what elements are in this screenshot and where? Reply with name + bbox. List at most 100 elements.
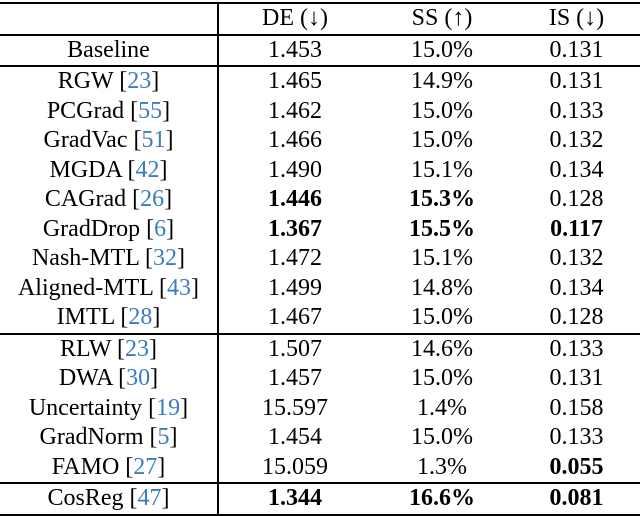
header-empty-cell <box>0 3 219 36</box>
is-value-cell: 0.132 <box>549 245 604 271</box>
method-label: Nash-MTL <box>31 245 140 271</box>
citation-link[interactable]: 23 <box>127 68 152 94</box>
table-row: GradNorm [5] 1.454 15.0% 0.133 <box>0 423 640 453</box>
de-value-cell: 1.490 <box>268 156 322 183</box>
citation-open-bracket: [ <box>153 274 168 301</box>
ss-value-cell: 15.0% <box>411 365 473 391</box>
is-value-cell: 0.133 <box>549 335 604 362</box>
ss-value-cell: 15.0% <box>411 127 473 153</box>
table-row: GradVac [51] 1.466 15.0% 0.132 <box>0 126 640 156</box>
citation-link[interactable]: 30 <box>126 365 151 391</box>
citation-open-bracket: [ <box>113 68 128 94</box>
citation-close-bracket: ] <box>165 127 174 153</box>
citation-close-bracket: ] <box>177 245 186 271</box>
de-value-cell: 1.472 <box>268 245 322 271</box>
citation-link[interactable]: 32 <box>153 245 178 271</box>
citation-link[interactable]: 19 <box>156 394 181 421</box>
method-label: CAGrad <box>44 186 127 212</box>
ss-value-cell: 15.0% <box>411 424 473 450</box>
citation-close-bracket: ] <box>180 394 189 421</box>
citation-link[interactable]: 55 <box>138 97 163 124</box>
is-value-cell: 0.134 <box>549 156 604 183</box>
citation-link[interactable]: 5 <box>157 424 170 450</box>
method-label: Uncertainty <box>28 394 143 421</box>
citation-link[interactable]: 42 <box>135 156 160 183</box>
method-label: IMTL <box>56 304 115 330</box>
citation-open-bracket: [ <box>139 245 154 271</box>
method-cell: GradVac [51] <box>0 126 219 156</box>
method-cell: DWA [30] <box>0 364 219 394</box>
citation-link[interactable]: 26 <box>140 186 165 212</box>
citation-link[interactable]: 47 <box>137 485 162 511</box>
de-value-cell: 1.454 <box>268 424 322 450</box>
citation-open-bracket: [ <box>119 453 134 480</box>
citation-close-bracket: ] <box>191 274 200 301</box>
ss-value-cell: 15.5% <box>409 215 475 242</box>
ss-value-cell: 16.6% <box>409 485 475 511</box>
table-row: Baseline 1.453 15.0% 0.131 <box>0 34 640 67</box>
is-value-cell: 0.134 <box>549 274 604 301</box>
is-value-cell: 0.131 <box>549 68 604 94</box>
method-cell: RLW [23] <box>0 333 219 364</box>
ss-value-cell: 1.4% <box>417 394 467 421</box>
method-label: Baseline <box>67 36 150 63</box>
citation-open-bracket: [ <box>126 186 141 212</box>
method-cell: RGW [23] <box>0 66 219 97</box>
citation-close-bracket: ] <box>161 485 170 511</box>
table-row: CAGrad [26] 1.446 15.3% 0.128 <box>0 185 640 215</box>
method-label: MGDA <box>49 156 122 183</box>
citation-close-bracket: ] <box>164 186 173 212</box>
is-value-cell: 0.133 <box>549 97 604 124</box>
is-value-cell: 0.128 <box>513 303 640 335</box>
table-row: IMTL [28] 1.467 15.0% 0.128 <box>0 303 640 335</box>
de-value-cell: 1.465 <box>268 68 322 94</box>
citation-link[interactable]: 27 <box>133 453 158 480</box>
table-row: FAMO [27] 15.059 1.3% 0.055 <box>0 452 640 484</box>
citation-link[interactable]: 51 <box>141 127 166 153</box>
de-value-cell: 1.467 <box>218 303 371 335</box>
method-cell: IMTL [28] <box>0 303 219 335</box>
citation-link[interactable]: 43 <box>167 274 192 301</box>
method-label: Aligned-MTL <box>17 274 154 301</box>
citation-link[interactable]: 6 <box>154 215 167 242</box>
method-label: PCGrad <box>46 97 125 124</box>
column-header-is: IS (↓) <box>513 3 640 36</box>
citation-close-bracket: ] <box>166 215 175 242</box>
de-value-cell: 1.507 <box>268 335 322 362</box>
citation-open-bracket: [ <box>111 335 126 362</box>
method-cell: CAGrad [26] <box>0 185 219 215</box>
citation-open-bracket: [ <box>112 365 127 391</box>
method-label: DWA <box>58 365 113 391</box>
method-label: FAMO <box>51 453 120 480</box>
citation-open-bracket: [ <box>123 485 138 511</box>
is-value-cell: 0.081 <box>549 485 604 511</box>
table-header: DE (↓) SS (↑) IS (↓) <box>0 3 640 36</box>
table-row: RLW [23] 1.507 14.6% 0.133 <box>0 333 640 364</box>
de-value-cell: 1.499 <box>268 274 322 301</box>
citation-open-bracket: [ <box>143 424 158 450</box>
table-body: Baseline 1.453 15.0% 0.131 RGW [23] 1.465 14.9… <box>0 34 640 515</box>
citation-open-bracket: [ <box>140 215 155 242</box>
method-label: RGW <box>57 68 114 94</box>
method-label: RLW <box>59 335 112 362</box>
table-row: GradDrop [6] 1.367 15.5% 0.117 <box>0 214 640 244</box>
method-cell: GradNorm [5] <box>0 423 219 453</box>
table-row: PCGrad [55] 1.462 15.0% 0.133 <box>0 96 640 126</box>
citation-close-bracket: ] <box>150 365 159 391</box>
citation-link[interactable]: 23 <box>125 335 150 362</box>
citation-open-bracket: [ <box>124 97 139 124</box>
citation-close-bracket: ] <box>157 453 166 480</box>
ss-value-cell: 15.3% <box>409 186 475 212</box>
table-row: MGDA [42] 1.490 15.1% 0.134 <box>0 155 640 185</box>
method-cell: FAMO [27] <box>0 452 219 484</box>
column-header-de: DE (↓) <box>218 3 371 36</box>
table-row: Nash-MTL [32] 1.472 15.1% 0.132 <box>0 244 640 274</box>
de-value-cell: 1.367 <box>268 215 322 242</box>
header-row: DE (↓) SS (↑) IS (↓) <box>0 3 640 36</box>
table-row: CosReg [47] 1.344 16.6% 0.081 <box>0 483 640 515</box>
citation-close-bracket: ] <box>151 68 160 94</box>
is-value-cell: 0.117 <box>550 215 603 242</box>
method-cell: PCGrad [55] <box>0 96 219 126</box>
citation-link[interactable]: 28 <box>128 304 153 330</box>
